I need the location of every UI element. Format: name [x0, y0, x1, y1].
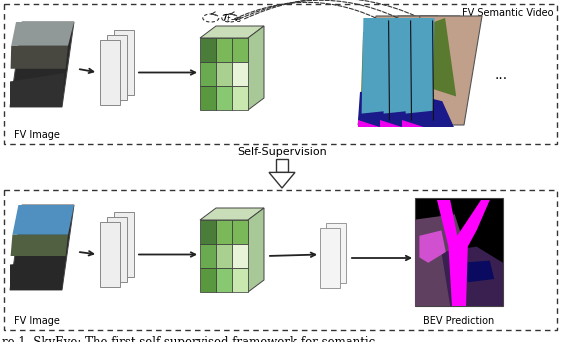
Polygon shape	[100, 40, 120, 105]
Polygon shape	[459, 261, 494, 282]
Polygon shape	[358, 16, 438, 125]
Polygon shape	[437, 200, 490, 306]
Polygon shape	[200, 220, 216, 244]
Polygon shape	[10, 73, 64, 107]
Polygon shape	[10, 205, 74, 290]
Polygon shape	[326, 223, 346, 283]
Polygon shape	[114, 30, 134, 95]
Polygon shape	[248, 26, 264, 110]
Polygon shape	[200, 38, 216, 62]
Polygon shape	[216, 268, 232, 292]
Polygon shape	[200, 86, 216, 110]
Polygon shape	[415, 198, 503, 306]
Polygon shape	[320, 228, 340, 288]
Polygon shape	[420, 231, 446, 263]
Polygon shape	[232, 38, 248, 62]
Polygon shape	[12, 205, 74, 235]
Polygon shape	[11, 46, 68, 69]
Text: ...: ...	[494, 68, 507, 82]
Polygon shape	[276, 159, 288, 172]
Polygon shape	[216, 62, 232, 86]
Polygon shape	[358, 120, 380, 127]
Polygon shape	[11, 235, 68, 256]
Polygon shape	[216, 220, 232, 244]
Polygon shape	[200, 268, 216, 292]
Polygon shape	[232, 244, 248, 268]
Polygon shape	[107, 35, 127, 100]
Polygon shape	[232, 268, 248, 292]
Polygon shape	[406, 18, 434, 114]
Text: re 1. SkyEye: The first self-supervised framework for semantic: re 1. SkyEye: The first self-supervised …	[2, 336, 375, 342]
Polygon shape	[384, 18, 412, 114]
Polygon shape	[200, 208, 264, 220]
Polygon shape	[361, 18, 412, 96]
Text: FV Image: FV Image	[14, 316, 60, 326]
Text: Self-Supervision: Self-Supervision	[237, 147, 327, 157]
Polygon shape	[248, 208, 264, 292]
Text: $\mathcal{T}_{t\!\rightarrow\!s}$: $\mathcal{T}_{t\!\rightarrow\!s}$	[221, 11, 243, 25]
Text: BEV Prediction: BEV Prediction	[424, 316, 495, 326]
Polygon shape	[358, 92, 410, 127]
Polygon shape	[402, 16, 482, 125]
Polygon shape	[415, 214, 464, 306]
Polygon shape	[107, 217, 127, 282]
Polygon shape	[362, 18, 390, 114]
Polygon shape	[232, 62, 248, 86]
Polygon shape	[200, 26, 264, 38]
Polygon shape	[216, 244, 232, 268]
Polygon shape	[114, 212, 134, 277]
Polygon shape	[216, 38, 232, 62]
Polygon shape	[100, 222, 120, 287]
Polygon shape	[380, 92, 432, 127]
Text: FV Semantic Video: FV Semantic Video	[461, 8, 553, 18]
Polygon shape	[402, 92, 454, 127]
Polygon shape	[269, 172, 295, 188]
Polygon shape	[216, 86, 232, 110]
Polygon shape	[442, 247, 503, 306]
Polygon shape	[200, 62, 216, 86]
Polygon shape	[380, 16, 460, 125]
Polygon shape	[11, 22, 74, 46]
Polygon shape	[200, 244, 216, 268]
Polygon shape	[10, 22, 74, 107]
Polygon shape	[232, 220, 248, 244]
Polygon shape	[405, 18, 456, 96]
Polygon shape	[10, 260, 64, 290]
Polygon shape	[402, 120, 424, 127]
Polygon shape	[380, 120, 402, 127]
Text: FV Image: FV Image	[14, 130, 60, 140]
Polygon shape	[232, 86, 248, 110]
Polygon shape	[383, 18, 434, 96]
